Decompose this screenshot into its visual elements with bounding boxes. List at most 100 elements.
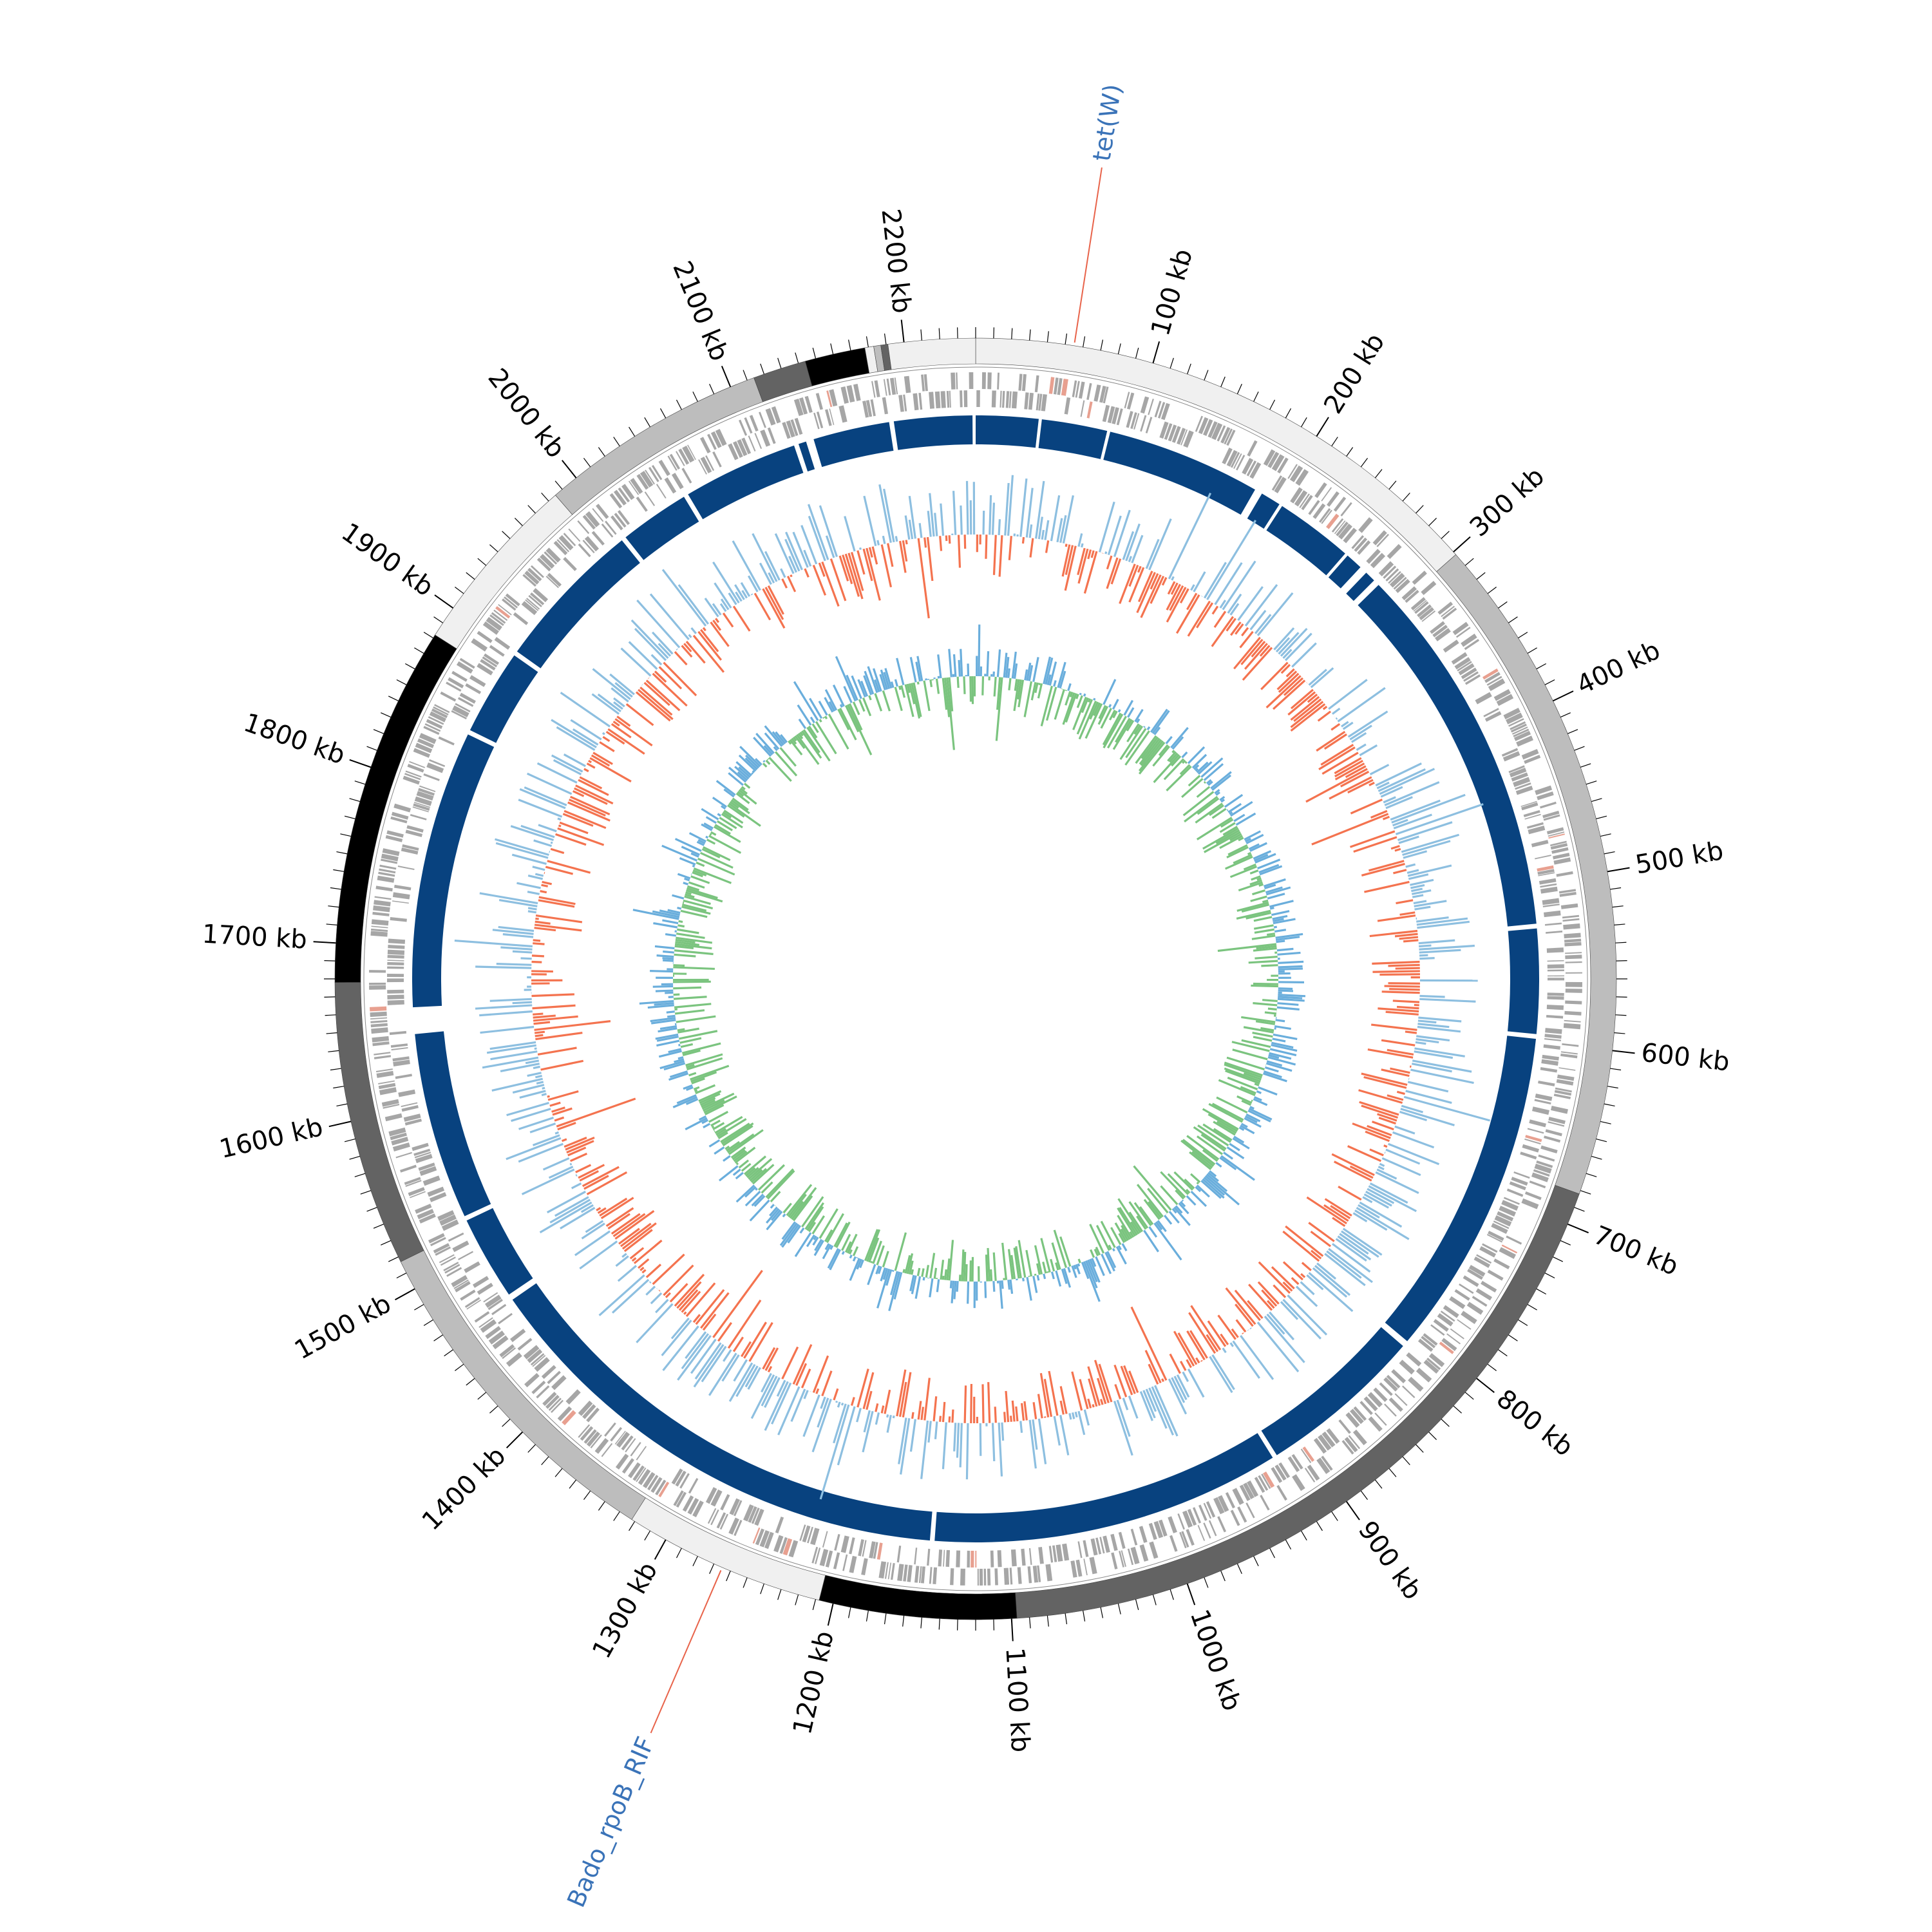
gene-feature bbox=[1326, 513, 1340, 529]
major-tick bbox=[313, 941, 336, 944]
gc-skew-bar bbox=[1241, 1099, 1252, 1106]
gc-skew-bar bbox=[1197, 761, 1213, 775]
gc-content-bar bbox=[634, 627, 667, 661]
gene-feature bbox=[1287, 1456, 1300, 1472]
gc-skew-bar bbox=[929, 1278, 934, 1298]
gene-feature bbox=[1565, 954, 1582, 960]
gene-feature bbox=[1487, 1269, 1504, 1281]
gene-feature bbox=[676, 451, 685, 466]
gc-skew-bar bbox=[1026, 1276, 1032, 1301]
gc-skew-bar bbox=[827, 1248, 840, 1269]
gc-content-bar bbox=[498, 898, 538, 907]
gc-content-bar bbox=[1275, 637, 1291, 653]
gc-content-bar bbox=[886, 1414, 889, 1418]
gc-skew-bar bbox=[1095, 1256, 1105, 1276]
gc-content-bar bbox=[1338, 1186, 1362, 1201]
gene-feature bbox=[531, 565, 544, 578]
minor-tick bbox=[541, 493, 549, 502]
gc-skew-bar bbox=[703, 822, 714, 829]
gc-skew-bar bbox=[1209, 804, 1224, 817]
gc-skew-bar bbox=[706, 838, 716, 845]
alignment-block bbox=[1103, 431, 1255, 515]
gene-feature bbox=[897, 1564, 904, 1581]
gc-skew-bar bbox=[1255, 853, 1276, 864]
gc-content-bar bbox=[1128, 1370, 1139, 1394]
gene-feature bbox=[1148, 398, 1154, 415]
gene-feature bbox=[1540, 1067, 1558, 1073]
gene-feature bbox=[390, 816, 408, 824]
gc-content-bar bbox=[1291, 1276, 1300, 1285]
gc-skew-bar bbox=[1269, 907, 1274, 910]
gene-feature bbox=[956, 372, 958, 390]
gene-feature bbox=[522, 574, 536, 587]
gene-feature bbox=[1182, 1510, 1193, 1528]
minor-tick bbox=[1518, 1319, 1528, 1326]
gene-feature bbox=[454, 1281, 471, 1293]
gc-content-bar bbox=[1322, 705, 1328, 710]
gene-feature bbox=[1449, 1296, 1466, 1309]
gc-skew-bar bbox=[1054, 689, 1065, 720]
gene-feature bbox=[1563, 923, 1580, 930]
gc-skew-bar bbox=[732, 1149, 746, 1160]
gc-skew-bar bbox=[753, 1195, 766, 1208]
gc-content-bar bbox=[1310, 1230, 1332, 1247]
gc-skew-bar bbox=[914, 1276, 922, 1299]
gc-skew-bar bbox=[1045, 687, 1057, 721]
gc-content-bar bbox=[547, 1090, 579, 1101]
gc-skew-bar bbox=[1240, 1086, 1256, 1095]
gc-skew-bar bbox=[1233, 1135, 1245, 1144]
minor-tick bbox=[1614, 1032, 1625, 1034]
gc-content-bar bbox=[695, 1289, 725, 1325]
gc-skew-bar bbox=[1077, 1263, 1081, 1267]
gc-skew-bar bbox=[1245, 833, 1264, 844]
gene-feature bbox=[1160, 402, 1170, 421]
gc-skew-bar bbox=[745, 754, 760, 769]
gc-content-bar bbox=[1376, 1168, 1397, 1180]
minor-tick bbox=[1135, 347, 1139, 359]
gene-feature bbox=[404, 773, 421, 781]
gene-feature bbox=[378, 1083, 396, 1090]
gene-feature bbox=[1533, 1169, 1550, 1177]
gene-feature bbox=[1271, 1466, 1283, 1483]
gc-content-bar bbox=[1206, 1334, 1219, 1352]
minor-tick bbox=[1586, 1173, 1597, 1177]
gc-skew-bar bbox=[701, 1119, 708, 1124]
gc-content-bar bbox=[685, 1282, 716, 1317]
gene-feature bbox=[1391, 1368, 1406, 1383]
gc-content-bar bbox=[1416, 916, 1449, 923]
gc-content-bar bbox=[518, 1142, 564, 1163]
gene-feature bbox=[648, 467, 659, 482]
gene-feature bbox=[392, 892, 410, 900]
major-tick bbox=[654, 1539, 667, 1560]
gc-content-bar bbox=[1369, 764, 1390, 775]
gene-feature bbox=[1243, 1482, 1255, 1499]
gene-feature bbox=[669, 453, 681, 470]
gene-feature bbox=[408, 1187, 425, 1197]
gc-skew-bar bbox=[936, 1279, 940, 1293]
gc-skew-bar bbox=[1249, 842, 1267, 852]
gc-skew-bar bbox=[1264, 1011, 1277, 1015]
gc-skew-bar bbox=[791, 1187, 817, 1220]
alignment-block bbox=[512, 1283, 933, 1541]
gene-feature bbox=[834, 1533, 840, 1551]
gc-content-bar bbox=[764, 1377, 781, 1408]
gc-skew-bar bbox=[1095, 1246, 1101, 1256]
gc-skew-bar bbox=[868, 695, 872, 701]
gc-skew-bar bbox=[1273, 1033, 1298, 1041]
gc-skew-bar bbox=[753, 737, 772, 757]
gc-skew-bar bbox=[1196, 817, 1233, 840]
gc-skew-bar bbox=[1121, 1243, 1128, 1252]
gene-feature bbox=[413, 748, 430, 758]
gc-skew-bar bbox=[1043, 1273, 1046, 1280]
gc-content-bar bbox=[732, 540, 761, 591]
gc-content-bar bbox=[905, 540, 908, 545]
gc-content-bar bbox=[1318, 746, 1356, 771]
gc-skew-bar bbox=[860, 680, 869, 697]
gene-feature bbox=[1511, 772, 1528, 782]
minor-tick bbox=[502, 1419, 511, 1427]
gene-feature bbox=[374, 896, 392, 900]
gc-skew-bar bbox=[1085, 1260, 1098, 1289]
gene-feature bbox=[1430, 621, 1445, 634]
gene-feature bbox=[1118, 1531, 1126, 1549]
gene-feature bbox=[441, 1219, 459, 1231]
